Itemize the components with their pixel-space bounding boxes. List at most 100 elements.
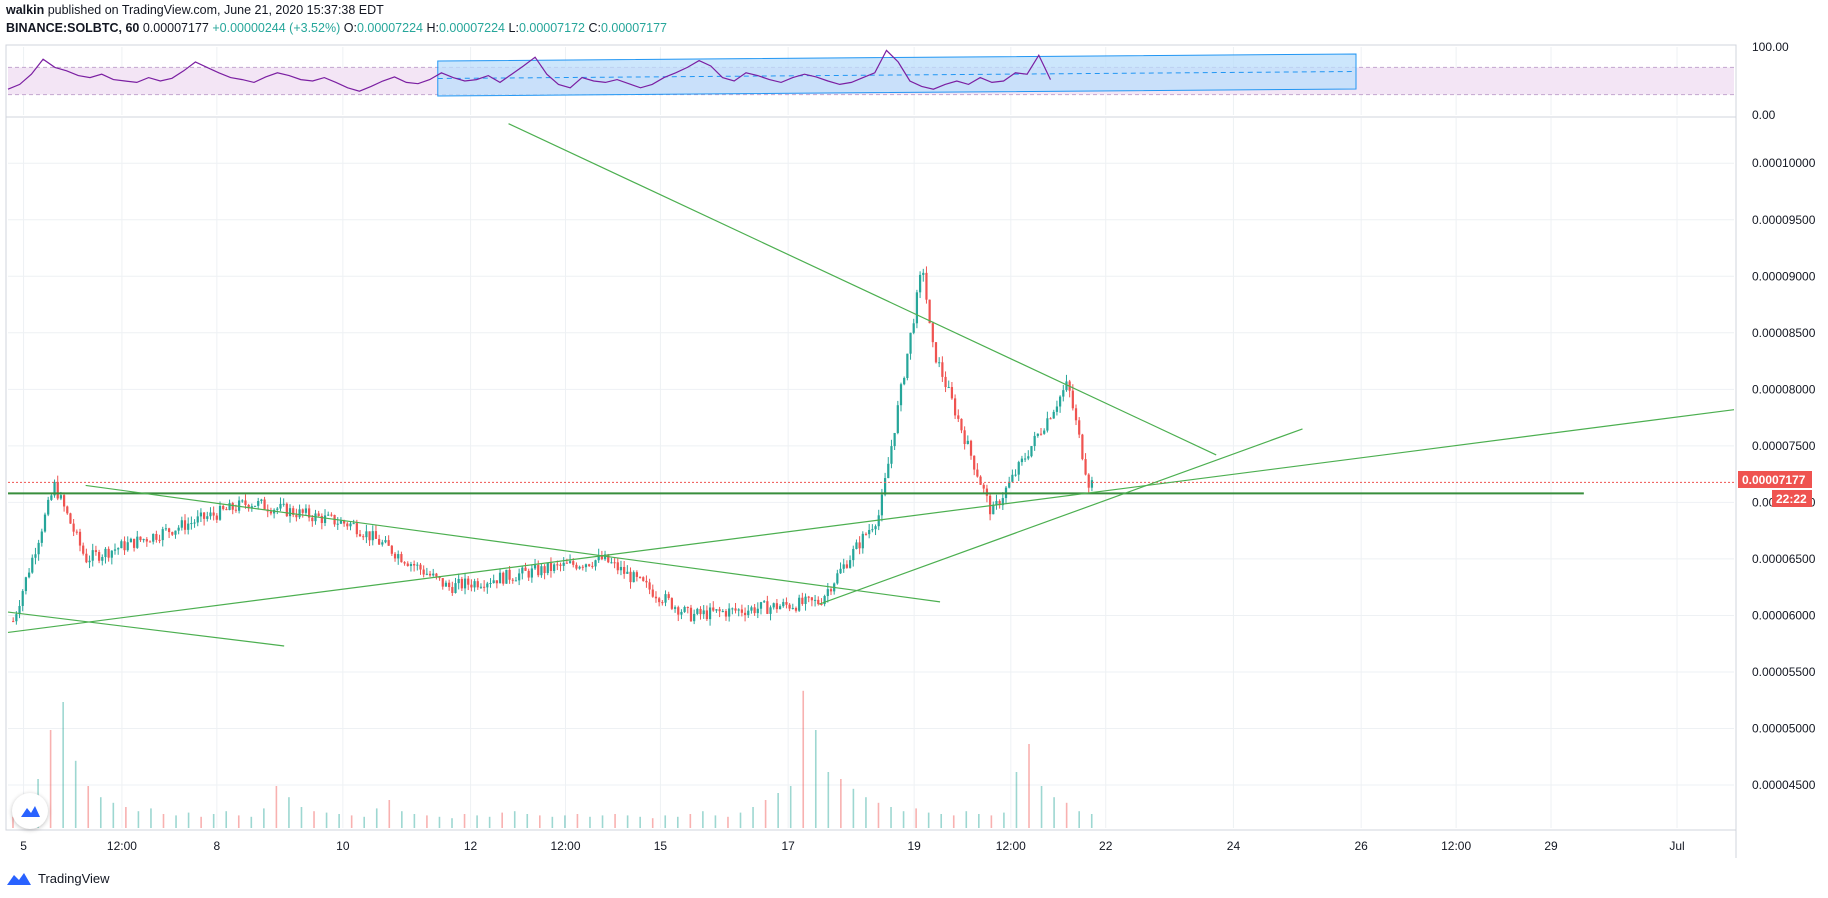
candle-body bbox=[753, 607, 756, 614]
candle-body bbox=[642, 577, 645, 581]
candle-body bbox=[117, 548, 120, 550]
candle-body bbox=[988, 495, 992, 515]
candle-body bbox=[196, 516, 199, 523]
volume-bar bbox=[902, 811, 905, 828]
last-price-tag-bg bbox=[1738, 471, 1812, 488]
candle-body bbox=[931, 323, 934, 343]
volume-bar bbox=[551, 816, 554, 828]
candle-body bbox=[285, 503, 288, 517]
candle-body bbox=[384, 540, 387, 543]
candle-body bbox=[397, 554, 400, 559]
candle-body bbox=[670, 598, 673, 609]
price-tick-label: 0.00006500 bbox=[1752, 552, 1816, 566]
candle-body bbox=[791, 607, 794, 609]
candle-body bbox=[584, 564, 588, 568]
drawings bbox=[7, 123, 1735, 647]
volume-bar bbox=[676, 816, 679, 828]
candle-body bbox=[126, 542, 129, 551]
candle-body bbox=[728, 608, 731, 617]
volume-bar bbox=[125, 807, 127, 828]
candle-body bbox=[288, 508, 292, 517]
price-tick-label: 0.00009000 bbox=[1752, 269, 1816, 283]
candle-body bbox=[533, 565, 537, 569]
candle-body bbox=[928, 299, 931, 324]
candle-body bbox=[661, 602, 664, 604]
volume-bar bbox=[338, 814, 340, 828]
time-tick-label: 8 bbox=[214, 839, 221, 853]
candle-body bbox=[979, 476, 982, 485]
candle-body bbox=[448, 582, 451, 588]
candle-body bbox=[47, 499, 50, 515]
published-text: published on TradingView.com, June 21, 2… bbox=[47, 3, 384, 17]
volume-bar bbox=[865, 797, 867, 828]
candle-body bbox=[352, 523, 355, 525]
trend-line bbox=[508, 123, 1217, 456]
candle-body bbox=[202, 512, 206, 519]
price-change: +0.00000244 (+3.52%) bbox=[212, 21, 341, 35]
time-axis[interactable]: 5 12:00 8 10 12 12:00 15 17 19 12:00 22 24 26 12:00 29… bbox=[20, 839, 1685, 853]
volume-bar bbox=[1078, 811, 1080, 828]
candle-body bbox=[110, 550, 113, 558]
time-tick-label: 19 bbox=[907, 839, 921, 853]
candle-body bbox=[572, 561, 575, 565]
volume-bar bbox=[978, 814, 980, 828]
volume-bar bbox=[1040, 786, 1043, 828]
candle-body bbox=[600, 555, 603, 560]
candle-body bbox=[836, 573, 839, 584]
chart-canvas[interactable]: 0.00010000 0.00009500 0.00009000 0.00008500… bbox=[0, 0, 1828, 870]
volume-bar bbox=[714, 815, 717, 828]
candle-body bbox=[664, 594, 667, 603]
close-label: C: bbox=[588, 21, 601, 35]
candle-body bbox=[868, 529, 871, 535]
tradingview-logo-button[interactable] bbox=[12, 793, 48, 829]
candle-body bbox=[537, 565, 540, 576]
volume-bar bbox=[965, 811, 968, 828]
last-price: 0.00007177 bbox=[142, 21, 209, 35]
candle-body bbox=[145, 539, 148, 542]
candle-body bbox=[607, 554, 610, 563]
volume-bar bbox=[375, 808, 378, 828]
candle-body bbox=[918, 274, 922, 293]
candle-body bbox=[167, 528, 171, 533]
candle-body bbox=[206, 516, 209, 519]
candle-body bbox=[59, 495, 63, 499]
candle-body bbox=[476, 581, 479, 588]
candle-body bbox=[508, 569, 511, 580]
footer-brand: TradingView bbox=[6, 871, 110, 886]
time-tick-label: 22 bbox=[1099, 839, 1113, 853]
volume-bar bbox=[689, 814, 692, 828]
candle-body bbox=[960, 418, 963, 431]
price-tick-label: 0.00005000 bbox=[1752, 722, 1816, 736]
volume-bar bbox=[915, 808, 917, 828]
rsi-line bbox=[7, 49, 1052, 92]
candle-body bbox=[683, 606, 686, 612]
time-tick-label: 29 bbox=[1544, 839, 1558, 853]
candle-body bbox=[941, 362, 944, 377]
candle-body bbox=[524, 567, 527, 571]
volume-bar bbox=[814, 730, 817, 828]
candle-body bbox=[403, 562, 406, 564]
candle-body bbox=[810, 597, 814, 601]
countdown-tag-bg bbox=[1772, 490, 1812, 507]
candle-body bbox=[180, 520, 183, 528]
countdown-tag-text: 22:22 bbox=[1776, 492, 1807, 506]
candle-body bbox=[689, 607, 693, 622]
candle-body bbox=[699, 608, 702, 615]
candle-body bbox=[985, 488, 989, 496]
candle-body bbox=[113, 549, 117, 551]
candle-body bbox=[282, 503, 285, 505]
candle-body bbox=[225, 509, 228, 511]
volume-bar bbox=[1090, 814, 1093, 828]
candle-body bbox=[317, 513, 320, 516]
candle-body bbox=[514, 580, 518, 582]
price-tick-label: 0.00005500 bbox=[1752, 665, 1816, 679]
candle-body bbox=[721, 611, 724, 613]
candle-body bbox=[957, 415, 960, 419]
candle-body bbox=[336, 523, 339, 525]
volume-bar bbox=[852, 788, 855, 828]
candle-body bbox=[734, 608, 737, 611]
last-price-tag: 0.00007177 22:22 bbox=[1738, 471, 1812, 507]
candle-body bbox=[215, 515, 218, 520]
candle-body bbox=[238, 500, 241, 511]
candle-body bbox=[387, 540, 390, 546]
